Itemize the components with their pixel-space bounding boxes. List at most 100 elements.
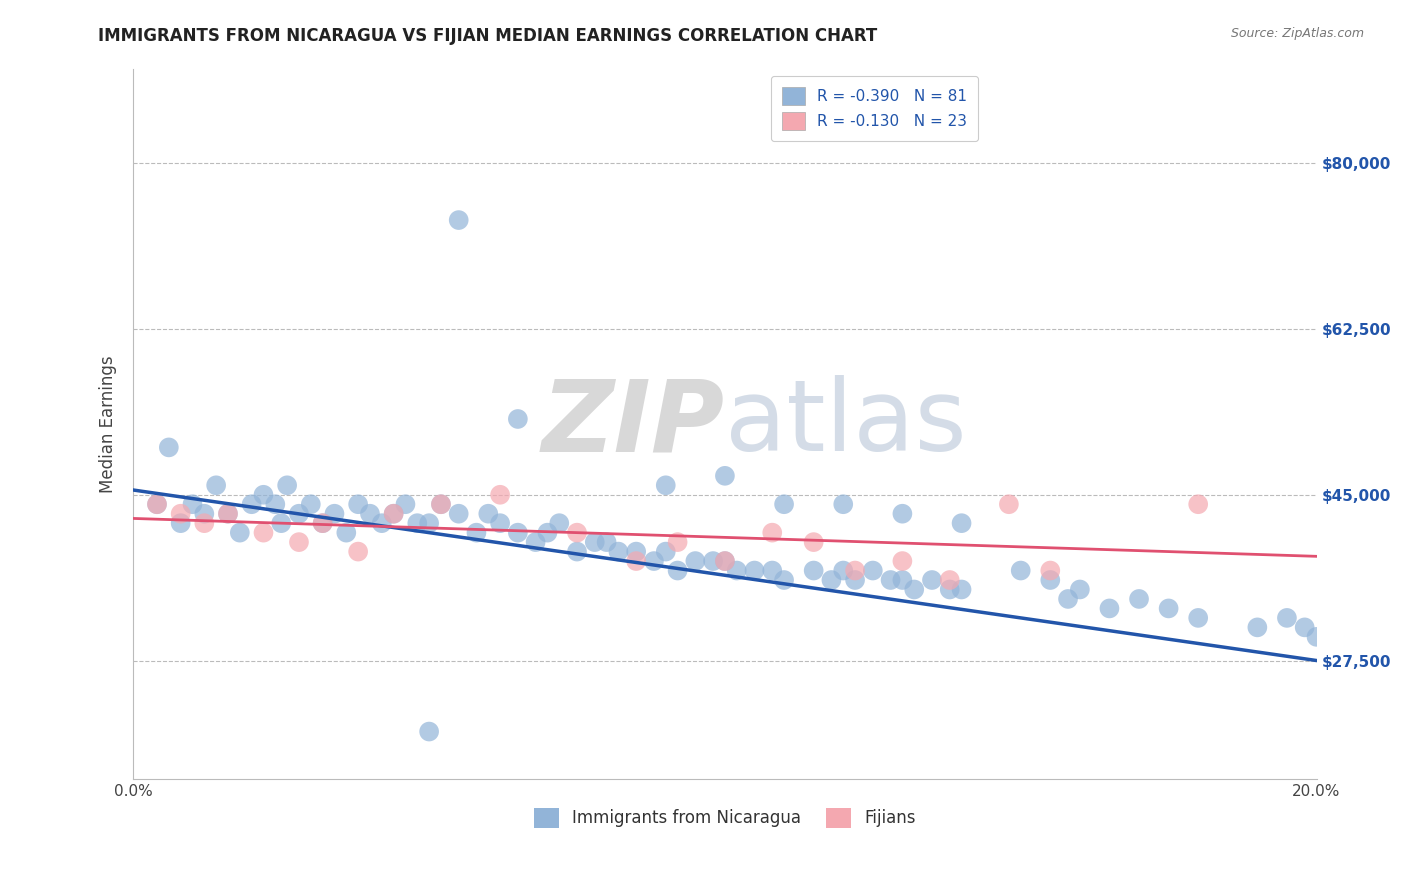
Immigrants from Nicaragua xyxy=(430,497,453,511)
Immigrants from Nicaragua xyxy=(1305,630,1327,644)
Immigrants from Nicaragua xyxy=(229,525,252,540)
Immigrants from Nicaragua xyxy=(607,544,630,558)
Immigrants from Nicaragua xyxy=(371,516,394,531)
Immigrants from Nicaragua xyxy=(1246,620,1268,634)
Immigrants from Nicaragua xyxy=(891,573,914,587)
Immigrants from Nicaragua xyxy=(643,554,665,568)
Y-axis label: Median Earnings: Median Earnings xyxy=(100,355,117,492)
Text: atlas: atlas xyxy=(725,376,966,472)
Fijians xyxy=(169,507,191,521)
Immigrants from Nicaragua xyxy=(465,525,488,540)
Fijians xyxy=(666,535,689,549)
Immigrants from Nicaragua xyxy=(382,507,405,521)
Immigrants from Nicaragua xyxy=(264,497,287,511)
Immigrants from Nicaragua xyxy=(418,516,440,531)
Immigrants from Nicaragua xyxy=(394,497,416,511)
Fijians xyxy=(311,516,333,531)
Immigrants from Nicaragua xyxy=(666,564,689,578)
Immigrants from Nicaragua xyxy=(447,507,470,521)
Immigrants from Nicaragua xyxy=(655,478,678,492)
Fijians xyxy=(891,554,914,568)
Immigrants from Nicaragua xyxy=(1187,611,1209,625)
Immigrants from Nicaragua xyxy=(536,525,558,540)
Immigrants from Nicaragua xyxy=(891,507,914,521)
Immigrants from Nicaragua xyxy=(205,478,228,492)
Fijians xyxy=(938,573,960,587)
Immigrants from Nicaragua xyxy=(685,554,707,568)
Text: ZIP: ZIP xyxy=(541,376,725,472)
Immigrants from Nicaragua xyxy=(820,573,842,587)
Immigrants from Nicaragua xyxy=(418,724,440,739)
Text: IMMIGRANTS FROM NICARAGUA VS FIJIAN MEDIAN EARNINGS CORRELATION CHART: IMMIGRANTS FROM NICARAGUA VS FIJIAN MEDI… xyxy=(98,27,877,45)
Immigrants from Nicaragua xyxy=(217,507,239,521)
Immigrants from Nicaragua xyxy=(1275,611,1298,625)
Immigrants from Nicaragua xyxy=(862,564,884,578)
Immigrants from Nicaragua xyxy=(950,582,973,597)
Fijians xyxy=(252,525,274,540)
Immigrants from Nicaragua xyxy=(879,573,901,587)
Fijians xyxy=(430,497,453,511)
Immigrants from Nicaragua xyxy=(1157,601,1180,615)
Text: Source: ZipAtlas.com: Source: ZipAtlas.com xyxy=(1230,27,1364,40)
Immigrants from Nicaragua xyxy=(240,497,263,511)
Immigrants from Nicaragua xyxy=(347,497,370,511)
Immigrants from Nicaragua xyxy=(655,544,678,558)
Fijians xyxy=(998,497,1021,511)
Immigrants from Nicaragua xyxy=(146,497,169,511)
Fijians xyxy=(565,525,588,540)
Fijians xyxy=(288,535,311,549)
Immigrants from Nicaragua xyxy=(714,468,737,483)
Fijians xyxy=(382,507,405,521)
Immigrants from Nicaragua xyxy=(181,497,204,511)
Immigrants from Nicaragua xyxy=(193,507,215,521)
Fijians xyxy=(1187,497,1209,511)
Immigrants from Nicaragua xyxy=(903,582,925,597)
Immigrants from Nicaragua xyxy=(938,582,960,597)
Immigrants from Nicaragua xyxy=(595,535,617,549)
Immigrants from Nicaragua xyxy=(1057,591,1080,606)
Immigrants from Nicaragua xyxy=(950,516,973,531)
Legend: Immigrants from Nicaragua, Fijians: Immigrants from Nicaragua, Fijians xyxy=(527,801,922,835)
Immigrants from Nicaragua xyxy=(489,516,512,531)
Fijians xyxy=(193,516,215,531)
Fijians xyxy=(489,488,512,502)
Immigrants from Nicaragua xyxy=(1010,564,1032,578)
Fijians xyxy=(146,497,169,511)
Immigrants from Nicaragua xyxy=(1069,582,1091,597)
Immigrants from Nicaragua xyxy=(832,564,855,578)
Immigrants from Nicaragua xyxy=(288,507,311,521)
Fijians xyxy=(624,554,647,568)
Immigrants from Nicaragua xyxy=(311,516,333,531)
Immigrants from Nicaragua xyxy=(157,441,180,455)
Fijians xyxy=(217,507,239,521)
Immigrants from Nicaragua xyxy=(506,412,529,426)
Immigrants from Nicaragua xyxy=(624,544,647,558)
Immigrants from Nicaragua xyxy=(702,554,724,568)
Immigrants from Nicaragua xyxy=(276,478,298,492)
Fijians xyxy=(347,544,370,558)
Immigrants from Nicaragua xyxy=(803,564,825,578)
Immigrants from Nicaragua xyxy=(725,564,748,578)
Immigrants from Nicaragua xyxy=(299,497,322,511)
Immigrants from Nicaragua xyxy=(270,516,292,531)
Immigrants from Nicaragua xyxy=(1294,620,1316,634)
Immigrants from Nicaragua xyxy=(744,564,766,578)
Immigrants from Nicaragua xyxy=(1098,601,1121,615)
Fijians xyxy=(1039,564,1062,578)
Fijians xyxy=(844,564,866,578)
Immigrants from Nicaragua xyxy=(844,573,866,587)
Immigrants from Nicaragua xyxy=(921,573,943,587)
Immigrants from Nicaragua xyxy=(548,516,571,531)
Immigrants from Nicaragua xyxy=(252,488,274,502)
Fijians xyxy=(803,535,825,549)
Fijians xyxy=(714,554,737,568)
Immigrants from Nicaragua xyxy=(323,507,346,521)
Immigrants from Nicaragua xyxy=(406,516,429,531)
Immigrants from Nicaragua xyxy=(335,525,357,540)
Fijians xyxy=(761,525,783,540)
Immigrants from Nicaragua xyxy=(1039,573,1062,587)
Immigrants from Nicaragua xyxy=(359,507,381,521)
Immigrants from Nicaragua xyxy=(832,497,855,511)
Immigrants from Nicaragua xyxy=(773,497,796,511)
Immigrants from Nicaragua xyxy=(773,573,796,587)
